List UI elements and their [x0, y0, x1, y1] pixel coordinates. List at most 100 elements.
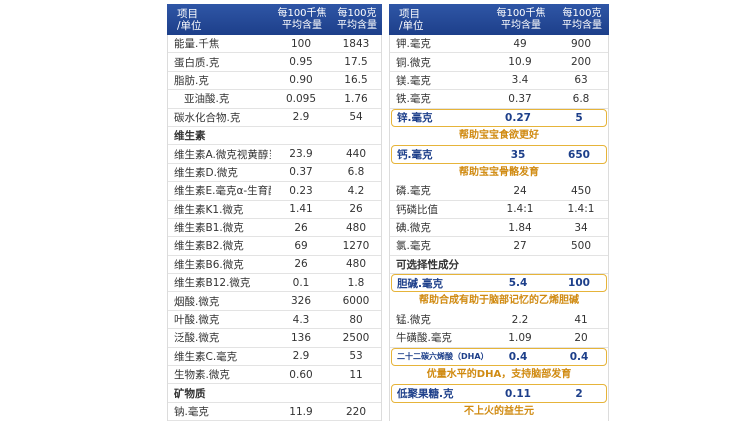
- nutrient-name: 钾.毫克: [396, 38, 431, 51]
- header-per-kj: 每100千焦: [277, 7, 327, 19]
- nutrient-name: 镁.毫克: [396, 74, 431, 87]
- nutrient-name: 二十二碳六烯酸（DHA）%总脂肪酸: [397, 352, 484, 362]
- nutrient-name: 可选择性成分: [396, 258, 459, 271]
- value-per-100kj: 1.41: [289, 203, 313, 216]
- value-per-100g: 11: [349, 368, 363, 381]
- nutrient-name: 铁.毫克: [396, 93, 431, 106]
- value-per-100g: 100: [568, 277, 590, 290]
- nutrient-name: 胆碱.毫克: [397, 277, 443, 290]
- value-per-100kj: 1.84: [508, 221, 532, 234]
- value-per-100g: 440: [345, 148, 367, 161]
- header-per-100g: 每100克: [562, 7, 602, 19]
- value-per-100g: 4.2: [347, 184, 365, 197]
- benefit-caption: 帮助合成有助于脑部记忆的乙烯胆碱: [419, 295, 579, 307]
- value-per-100kj: 326: [290, 295, 312, 308]
- value-per-100kj: 0.37: [289, 166, 313, 179]
- value-per-100g: 1.4:1: [567, 203, 595, 216]
- value-per-100g: 53: [349, 350, 363, 363]
- table-row: 维生素B12.微克 0.1 1.8: [168, 274, 381, 293]
- section-header: 维生素: [168, 127, 381, 146]
- value-per-100g: 2500: [342, 331, 370, 344]
- nutrient-name: 维生素E.毫克α-生育酚当量: [174, 185, 271, 198]
- nutrient-name: 泛酸.微克: [174, 332, 220, 345]
- nutrient-name: 低聚果糖.克: [397, 388, 454, 401]
- table-body: 钾.毫克 49 900 铜.微克 10.9 200 镁.毫克 3.4 63 铁.毫克 0.37 6.8…: [389, 35, 609, 422]
- nutrient-name: 钠.毫克: [174, 406, 209, 418]
- benefit-caption: 不上火的益生元: [464, 405, 534, 417]
- nutrient-name: 蛋白质.克: [174, 56, 220, 69]
- benefit-caption: 优量水平的DHA，支持脑部发育: [426, 369, 572, 381]
- table-row: 锰.微克 2.2 41: [390, 311, 608, 330]
- value-per-100kj: 69: [294, 239, 308, 252]
- table-row: 钾.毫克 49 900: [390, 35, 608, 54]
- value-per-100g: 480: [345, 221, 367, 234]
- value-per-100kj: 0.37: [508, 92, 532, 105]
- nutrient-name: 维生素D.微克: [174, 166, 238, 179]
- header-per-100g: 每100克: [337, 7, 377, 19]
- value-per-100kj: 5.4: [508, 277, 528, 290]
- value-per-100g: 1.8: [347, 276, 365, 289]
- nutrient-name: 维生素B2.微克: [174, 240, 244, 253]
- nutrient-name: 维生素A.微克视黄醇当量: [174, 148, 271, 161]
- value-per-100g: 220: [345, 405, 367, 418]
- value-per-100kj: 0.23: [289, 184, 313, 197]
- header-avg: 平均含量: [501, 19, 541, 31]
- value-per-100kj: 10.9: [508, 56, 532, 69]
- nutrient-name: 维生素K1.微克: [174, 203, 244, 216]
- value-per-100kj: 0.1: [292, 276, 310, 289]
- table-row: 生物素.微克 0.60 11: [168, 366, 381, 385]
- table-row: 叶酸.微克 4.3 80: [168, 311, 381, 330]
- value-per-100g: 480: [345, 258, 367, 271]
- value-per-100kj: 3.4: [511, 74, 529, 87]
- nutrient-name: 维生素: [174, 130, 206, 143]
- header-unit: /单位: [177, 19, 202, 32]
- highlighted-row: 低聚果糖.克 0.11 2: [391, 384, 607, 403]
- value-per-100kj: 0.095: [285, 92, 317, 105]
- header-unit: /单位: [399, 19, 424, 32]
- nutrient-name: 碘.微克: [396, 222, 431, 235]
- nutrient-name: 铜.微克: [396, 56, 431, 69]
- table-body: 能量.千焦 100 1843 蛋白质.克 0.95 17.5 脂肪.克 0.90 16.5 亚油酸…: [167, 35, 382, 422]
- value-per-100kj: 100: [290, 37, 312, 50]
- benefit-caption: 帮助宝宝食欲更好: [459, 129, 539, 141]
- benefit-caption: 帮助宝宝骨骼发育: [459, 166, 539, 178]
- table-row: 钙磷比值 1.4:1 1.4:1: [390, 201, 608, 219]
- nutrition-table-left: 项目/单位 每100千焦 平均含量 每100克 平均含量 能量.千焦 100 1843 蛋…: [167, 4, 382, 422]
- table-row: 能量.千焦 100 1843: [168, 35, 381, 54]
- value-per-100kj: 11.9: [289, 405, 313, 418]
- table-row: 碘.微克 1.84 34: [390, 219, 608, 238]
- nutrient-name: 磷.毫克: [396, 185, 431, 198]
- table-row: 磷.毫克 24 450: [390, 182, 608, 201]
- header-avg: 平均含量: [282, 19, 322, 31]
- value-per-100g: 2: [575, 387, 583, 400]
- table-row: 烟酸.微克 326 6000: [168, 292, 381, 311]
- table-row: 维生素K1.微克 1.41 26: [168, 201, 381, 219]
- value-per-100g: 1.76: [344, 92, 368, 105]
- nutrient-name: 亚油酸.克: [184, 93, 230, 106]
- nutrient-name: 维生素B6.微克: [174, 258, 244, 271]
- nutrient-name: 锌.毫克: [397, 112, 433, 125]
- table-row: 维生素B2.微克 69 1270: [168, 237, 381, 256]
- value-per-100g: 6.8: [347, 166, 365, 179]
- value-per-100kj: 1.4:1: [506, 203, 534, 216]
- value-per-100g: 63: [574, 74, 588, 87]
- highlighted-row: 二十二碳六烯酸（DHA）%总脂肪酸 0.4 0.4: [391, 347, 607, 367]
- value-per-100kj: 26: [294, 221, 308, 234]
- nutrient-name: 叶酸.微克: [174, 314, 220, 327]
- section-header: 可选择性成分: [390, 256, 608, 275]
- value-per-100g: 80: [349, 313, 363, 326]
- header-per-kj: 每100千焦: [496, 7, 546, 19]
- value-per-100g: 16.5: [344, 74, 368, 87]
- value-per-100kj: 2.9: [292, 350, 310, 363]
- value-per-100kj: 1.09: [508, 331, 532, 344]
- nutrient-name: 能量.千焦: [174, 38, 220, 51]
- value-per-100kj: 0.90: [289, 74, 313, 87]
- table-row: 铁.毫克 0.37 6.8: [390, 90, 608, 109]
- value-per-100g: 6000: [342, 295, 370, 308]
- table-row: 镁.毫克 3.4 63: [390, 72, 608, 91]
- highlighted-row: 钙.毫克 35 650: [391, 145, 607, 164]
- nutrient-name: 脂肪.克: [174, 74, 209, 87]
- table-row: 维生素A.微克视黄醇当量 23.9 440: [168, 145, 381, 164]
- value-per-100kj: 0.4: [508, 350, 528, 363]
- nutrient-name: 烟酸.微克: [174, 295, 220, 308]
